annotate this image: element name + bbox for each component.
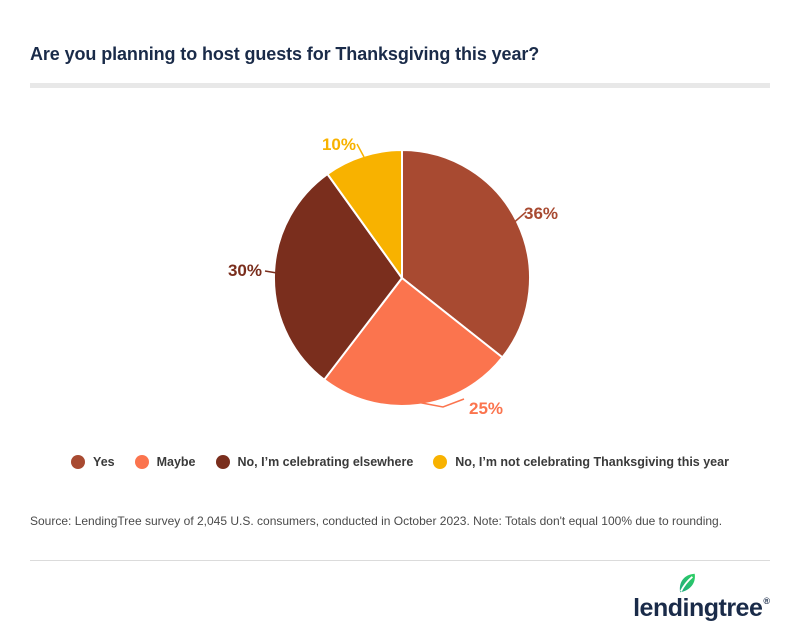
logo-dot-cover: [683, 591, 691, 597]
lendingtree-logo: lendingtree®: [633, 573, 770, 622]
legend-label-maybe: Maybe: [156, 455, 196, 469]
legend-item-celebrating-elsewhere: No, I’m celebrating elsewhere: [215, 455, 414, 469]
pie-slice-label-1: 25%: [469, 399, 503, 418]
registered-trademark-icon: ®: [763, 596, 770, 606]
pie-label-leader-2: [264, 270, 278, 274]
legend-label-celebrating-elsewhere: No, I’m celebrating elsewhere: [237, 455, 414, 469]
legend-swatch-not-celebrating: [433, 455, 448, 469]
footer-divider: [30, 560, 770, 561]
chart-legend: Yes Maybe No, I’m celebrating elsewhere …: [0, 455, 800, 469]
legend-swatch-celebrating-elsewhere: [215, 455, 230, 469]
pie-slice-0: [401, 149, 531, 359]
pie-label-leader-1: [405, 398, 465, 408]
pie-slice-1: [323, 277, 504, 408]
legend-item-maybe: Maybe: [134, 455, 196, 469]
pie-chart: 36% 25% 30% 10%: [228, 135, 558, 418]
logo-wordmark: lendingtree: [633, 594, 763, 622]
pie-slice-label-0: 36%: [524, 204, 558, 223]
pie-slice-label-3: 10%: [322, 135, 356, 154]
pie-slice-2: [272, 173, 403, 381]
pie-label-leader-0: [510, 211, 527, 226]
legend-swatch-yes: [71, 455, 86, 469]
legend-label-not-celebrating: No, I’m not celebrating Thanksgiving thi…: [455, 455, 729, 469]
title-underline-bar: [30, 83, 770, 88]
leaf-icon: [679, 573, 696, 593]
pie-chart-area: 36% 25% 30% 10%: [0, 100, 800, 440]
legend-item-yes: Yes: [71, 455, 115, 469]
legend-label-yes: Yes: [93, 455, 115, 469]
legend-swatch-maybe: [134, 455, 149, 469]
pie-label-leader-3: [356, 143, 365, 158]
legend-item-not-celebrating: No, I’m not celebrating Thanksgiving thi…: [433, 455, 729, 469]
source-note: Source: LendingTree survey of 2,045 U.S.…: [30, 514, 723, 528]
page-title: Are you planning to host guests for Than…: [30, 44, 540, 64]
pie-slice-label-2: 30%: [228, 261, 262, 280]
